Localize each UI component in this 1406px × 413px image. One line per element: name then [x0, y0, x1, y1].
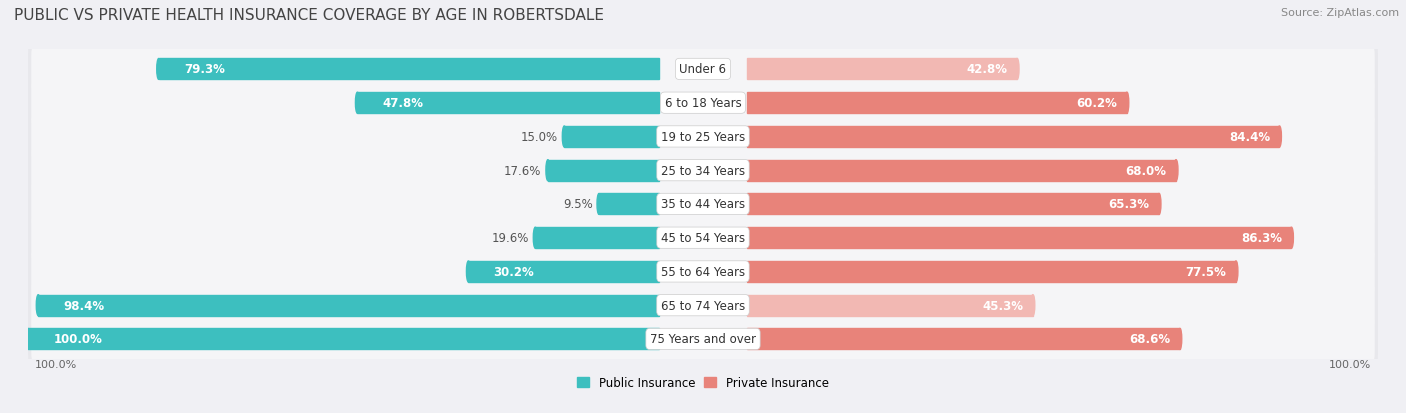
Text: 100.0%: 100.0%: [53, 332, 103, 346]
Text: 55 to 64 Years: 55 to 64 Years: [661, 265, 745, 278]
Circle shape: [562, 127, 567, 147]
Text: 68.0%: 68.0%: [1126, 164, 1167, 177]
Text: 35 to 44 Years: 35 to 44 Years: [661, 198, 745, 211]
Text: 98.4%: 98.4%: [63, 299, 104, 312]
Circle shape: [27, 329, 30, 349]
Text: 77.5%: 77.5%: [1185, 265, 1226, 278]
FancyBboxPatch shape: [28, 138, 1378, 204]
Text: 47.8%: 47.8%: [382, 97, 423, 110]
Text: 65 to 74 Years: 65 to 74 Years: [661, 299, 745, 312]
Circle shape: [467, 261, 471, 282]
Text: 45.3%: 45.3%: [983, 299, 1024, 312]
Circle shape: [1125, 93, 1129, 114]
Text: 86.3%: 86.3%: [1241, 232, 1282, 244]
FancyBboxPatch shape: [28, 273, 1378, 338]
Circle shape: [546, 160, 550, 181]
Bar: [747, 194, 1159, 215]
Circle shape: [1178, 329, 1182, 349]
Text: 79.3%: 79.3%: [184, 63, 225, 76]
FancyBboxPatch shape: [31, 47, 1375, 93]
Bar: [747, 295, 1033, 316]
Text: 84.4%: 84.4%: [1229, 131, 1270, 144]
Text: 25 to 34 Years: 25 to 34 Years: [661, 164, 745, 177]
Circle shape: [1278, 127, 1281, 147]
Text: 19.6%: 19.6%: [492, 232, 529, 244]
Text: Source: ZipAtlas.com: Source: ZipAtlas.com: [1281, 8, 1399, 18]
Circle shape: [1157, 194, 1161, 215]
Bar: [468, 261, 659, 282]
Bar: [747, 127, 1279, 147]
FancyBboxPatch shape: [31, 316, 1375, 362]
Circle shape: [356, 93, 360, 114]
FancyBboxPatch shape: [31, 282, 1375, 328]
Circle shape: [598, 194, 600, 215]
Text: 75 Years and over: 75 Years and over: [650, 332, 756, 346]
Text: 65.3%: 65.3%: [1108, 198, 1150, 211]
Circle shape: [533, 228, 537, 249]
Circle shape: [1289, 228, 1294, 249]
Bar: [747, 329, 1180, 349]
Bar: [747, 261, 1236, 282]
Bar: [357, 93, 659, 114]
Circle shape: [1174, 160, 1178, 181]
Text: PUBLIC VS PRIVATE HEALTH INSURANCE COVERAGE BY AGE IN ROBERTSDALE: PUBLIC VS PRIVATE HEALTH INSURANCE COVER…: [14, 8, 605, 23]
FancyBboxPatch shape: [31, 249, 1375, 294]
Bar: [564, 127, 659, 147]
Bar: [747, 93, 1126, 114]
Bar: [159, 59, 659, 80]
Text: 19 to 25 Years: 19 to 25 Years: [661, 131, 745, 144]
Text: 15.0%: 15.0%: [520, 131, 558, 144]
FancyBboxPatch shape: [31, 215, 1375, 261]
Text: 42.8%: 42.8%: [967, 63, 1008, 76]
Circle shape: [37, 295, 41, 316]
Text: 9.5%: 9.5%: [562, 198, 592, 211]
Bar: [28, 329, 659, 349]
Bar: [548, 160, 659, 181]
Bar: [536, 228, 659, 249]
FancyBboxPatch shape: [31, 148, 1375, 194]
Legend: Public Insurance, Private Insurance: Public Insurance, Private Insurance: [572, 371, 834, 394]
FancyBboxPatch shape: [28, 306, 1378, 372]
Text: 60.2%: 60.2%: [1077, 97, 1118, 110]
Bar: [599, 194, 659, 215]
FancyBboxPatch shape: [28, 37, 1378, 102]
Text: 45 to 54 Years: 45 to 54 Years: [661, 232, 745, 244]
Circle shape: [1031, 295, 1035, 316]
FancyBboxPatch shape: [28, 172, 1378, 237]
FancyBboxPatch shape: [31, 182, 1375, 227]
Text: 6 to 18 Years: 6 to 18 Years: [665, 97, 741, 110]
FancyBboxPatch shape: [31, 81, 1375, 126]
FancyBboxPatch shape: [28, 104, 1378, 170]
FancyBboxPatch shape: [28, 239, 1378, 304]
Circle shape: [1234, 261, 1237, 282]
Text: 100.0%: 100.0%: [1329, 359, 1372, 369]
Text: Under 6: Under 6: [679, 63, 727, 76]
Bar: [747, 160, 1175, 181]
Circle shape: [156, 59, 160, 80]
Text: 100.0%: 100.0%: [34, 359, 77, 369]
Circle shape: [1015, 59, 1019, 80]
FancyBboxPatch shape: [28, 71, 1378, 136]
FancyBboxPatch shape: [28, 205, 1378, 271]
FancyBboxPatch shape: [31, 114, 1375, 160]
Text: 68.6%: 68.6%: [1129, 332, 1170, 346]
Bar: [747, 59, 1017, 80]
Text: 30.2%: 30.2%: [494, 265, 534, 278]
Bar: [747, 228, 1292, 249]
Bar: [38, 295, 659, 316]
Text: 17.6%: 17.6%: [505, 164, 541, 177]
